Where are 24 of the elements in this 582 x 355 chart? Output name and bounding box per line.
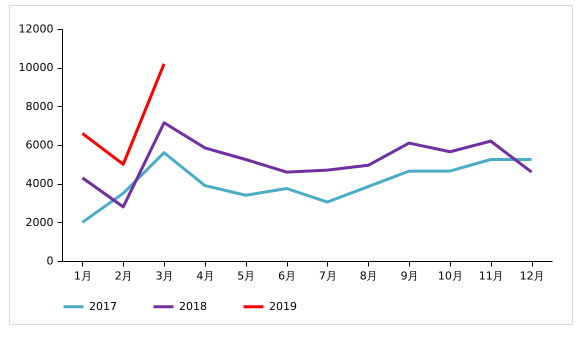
x-tick-label: 4月 bbox=[196, 270, 214, 282]
x-tick-label: 10月 bbox=[438, 270, 463, 282]
legend-label: 2018 bbox=[179, 300, 207, 313]
x-tick-label: 11月 bbox=[478, 270, 504, 282]
legend-label: 2019 bbox=[269, 300, 297, 313]
y-tick-label: 12000 bbox=[18, 22, 54, 36]
y-tick-label: 4000 bbox=[26, 177, 54, 190]
x-tick-label: 2月 bbox=[114, 270, 133, 282]
x-tick-label: 3月 bbox=[156, 270, 174, 282]
x-tick-label: 5月 bbox=[237, 270, 256, 282]
y-tick-label: 8000 bbox=[26, 100, 54, 113]
y-tick-label: 2000 bbox=[26, 216, 54, 229]
x-tick-label: 9月 bbox=[400, 270, 419, 282]
y-tick-label: 0 bbox=[46, 254, 54, 268]
x-tick-label: 8月 bbox=[360, 270, 378, 282]
x-tick-label: 7月 bbox=[318, 270, 337, 282]
x-tick-label: 6月 bbox=[278, 270, 296, 282]
x-tick-label: 1月 bbox=[74, 270, 92, 282]
line-series bbox=[80, 121, 534, 208]
line-series bbox=[80, 151, 534, 224]
x-tick-label: 12月 bbox=[520, 270, 545, 282]
y-tick-label: 6000 bbox=[26, 138, 54, 152]
y-tick-label: 10000 bbox=[18, 61, 54, 74]
legend-label: 2017 bbox=[89, 300, 117, 313]
